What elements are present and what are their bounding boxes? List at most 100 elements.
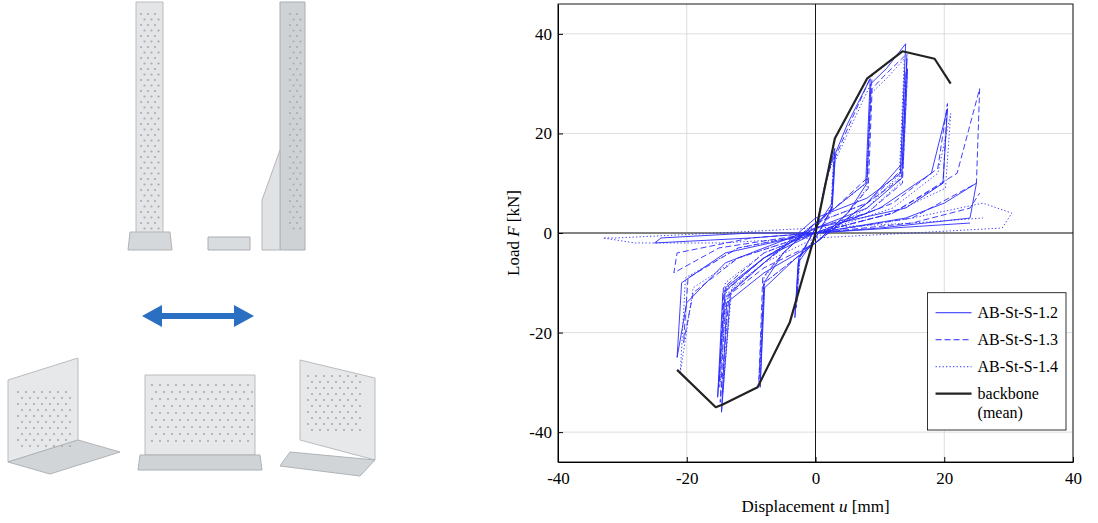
bracket-hole bbox=[215, 398, 217, 400]
bracket-hole bbox=[243, 391, 245, 393]
bracket-hole bbox=[195, 391, 197, 393]
bracket-hole bbox=[143, 62, 145, 64]
bracket-hole bbox=[49, 415, 51, 417]
bracket-hole bbox=[143, 51, 145, 53]
tick-mark bbox=[816, 457, 817, 462]
bracket-hole bbox=[157, 139, 159, 141]
bracket-hole bbox=[296, 134, 298, 136]
bracket-hole bbox=[53, 421, 55, 423]
bracket-hole bbox=[163, 405, 165, 407]
bracket-hole bbox=[211, 405, 213, 407]
bracket-hole bbox=[157, 183, 159, 185]
bracket-hole bbox=[307, 387, 309, 389]
bracket-hole bbox=[296, 123, 298, 125]
bracket-shape bbox=[280, 452, 375, 476]
bracket-hole bbox=[289, 90, 291, 92]
bracket-hole bbox=[159, 412, 161, 414]
bracket-hole bbox=[157, 18, 159, 20]
bracket-hole bbox=[199, 384, 201, 386]
bracket-hole bbox=[154, 178, 156, 180]
bracket-hole bbox=[167, 398, 169, 400]
bracket-hole bbox=[359, 393, 361, 395]
tick: -20 bbox=[529, 324, 563, 343]
bracket-hole bbox=[154, 90, 156, 92]
bracket-hole bbox=[289, 101, 291, 103]
bracket-hole bbox=[41, 439, 43, 441]
bracket-hole bbox=[41, 391, 43, 393]
bracket-hole bbox=[292, 73, 294, 75]
bracket-hole bbox=[65, 391, 67, 393]
bracket-hole bbox=[41, 415, 43, 417]
bracket-hole bbox=[207, 398, 209, 400]
bracket-hole bbox=[289, 134, 291, 136]
bracket-hole bbox=[143, 106, 145, 108]
bracket-hole bbox=[175, 384, 177, 386]
bracket-hole bbox=[311, 429, 313, 431]
bracket-hole bbox=[339, 399, 341, 401]
bracket-hole bbox=[351, 381, 353, 383]
bracket-hole bbox=[150, 161, 152, 163]
bracket-hole bbox=[143, 128, 145, 130]
bracket-hole bbox=[223, 384, 225, 386]
bracket-hole bbox=[327, 381, 329, 383]
bracket-hole bbox=[57, 427, 59, 429]
bracket-hole bbox=[207, 426, 209, 428]
bracket-hole bbox=[296, 57, 298, 59]
bracket-hole bbox=[231, 426, 233, 428]
bracket-shape bbox=[128, 232, 172, 250]
bracket-hole bbox=[154, 101, 156, 103]
bracket-hole bbox=[151, 412, 153, 414]
bracket-shape bbox=[300, 360, 375, 460]
bracket-hole bbox=[247, 398, 249, 400]
bracket-hole bbox=[150, 150, 152, 152]
bracket-hole bbox=[183, 398, 185, 400]
bracket-hole bbox=[167, 426, 169, 428]
bracket-hole bbox=[150, 194, 152, 196]
legend-swatch bbox=[936, 312, 972, 313]
bracket-hole bbox=[147, 200, 149, 202]
bracket-hole bbox=[296, 46, 298, 48]
bracket-hole bbox=[299, 194, 301, 196]
bracket-hole bbox=[179, 391, 181, 393]
bracket-hole bbox=[296, 211, 298, 213]
bracket-hole bbox=[231, 412, 233, 414]
bracket-hole bbox=[299, 106, 301, 108]
bracket-hole bbox=[351, 417, 353, 419]
bracket-hole bbox=[33, 427, 35, 429]
bracket-hole bbox=[147, 134, 149, 136]
bracket-hole bbox=[147, 101, 149, 103]
bracket-hole bbox=[150, 227, 152, 229]
bracket-hole bbox=[147, 90, 149, 92]
bracket-hole bbox=[143, 183, 145, 185]
bracket-hole bbox=[140, 112, 142, 114]
bracket-hole bbox=[296, 90, 298, 92]
bracket-hole bbox=[157, 95, 159, 97]
bracket-hole bbox=[154, 145, 156, 147]
series-line bbox=[677, 51, 951, 407]
bracket-hole bbox=[292, 40, 294, 42]
bracket-hole bbox=[53, 445, 55, 447]
bracket-hole bbox=[327, 429, 329, 431]
y-axis-title: Load F [kN] bbox=[504, 190, 523, 276]
bracket-hole bbox=[296, 68, 298, 70]
bracket-hole bbox=[296, 200, 298, 202]
bracket-hole bbox=[299, 128, 301, 130]
bracket-hole bbox=[335, 429, 337, 431]
bracket-hole bbox=[323, 423, 325, 425]
y-axis: -40-2002040 bbox=[529, 5, 563, 463]
bracket-hole bbox=[154, 123, 156, 125]
legend-item: AB-St-S-1.3 bbox=[936, 331, 1058, 348]
bracket-hole bbox=[243, 433, 245, 435]
bracket-hole bbox=[147, 167, 149, 169]
bracket-hole bbox=[327, 417, 329, 419]
bracket-hole bbox=[143, 227, 145, 229]
bracket-hole bbox=[292, 205, 294, 207]
bracket-hole bbox=[292, 106, 294, 108]
bracket-hole bbox=[150, 183, 152, 185]
tick-label: 40 bbox=[1065, 469, 1082, 488]
bracket-hole bbox=[227, 405, 229, 407]
bracket-hole bbox=[183, 440, 185, 442]
bracket-hole bbox=[143, 40, 145, 42]
bracket-hole bbox=[140, 101, 142, 103]
tick: -40 bbox=[529, 423, 563, 442]
